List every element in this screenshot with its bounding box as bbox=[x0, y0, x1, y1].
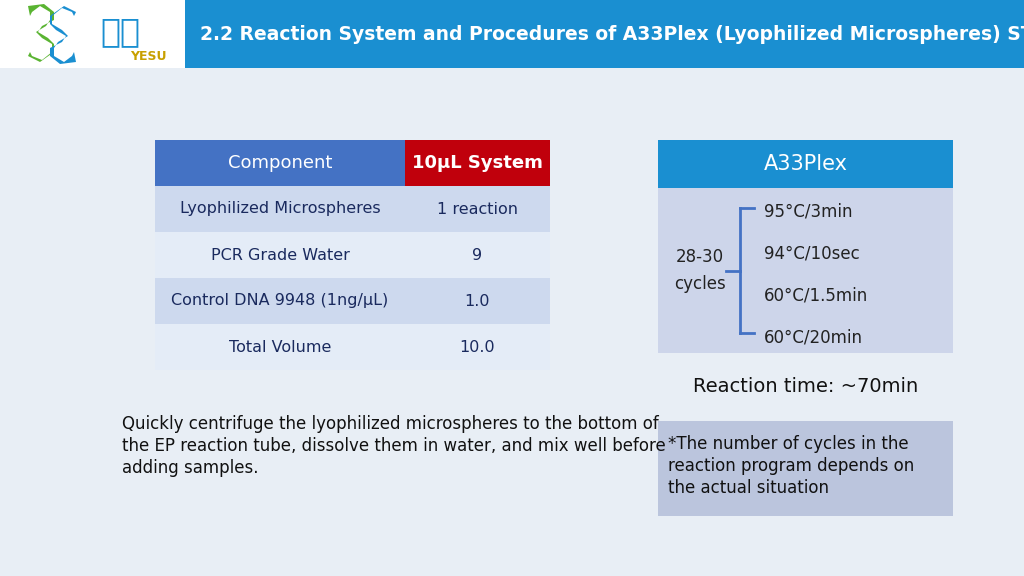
Text: 1.0: 1.0 bbox=[465, 294, 490, 309]
Polygon shape bbox=[28, 4, 54, 62]
Text: Reaction time: ~70min: Reaction time: ~70min bbox=[693, 377, 919, 396]
Text: 10μL System: 10μL System bbox=[412, 154, 543, 172]
Text: 28-30
cycles: 28-30 cycles bbox=[674, 248, 726, 293]
FancyBboxPatch shape bbox=[658, 421, 953, 516]
Text: 9: 9 bbox=[472, 248, 482, 263]
FancyBboxPatch shape bbox=[406, 186, 550, 232]
Text: Total Volume: Total Volume bbox=[228, 339, 331, 354]
Polygon shape bbox=[50, 6, 76, 64]
Text: Lyophilized Microspheres: Lyophilized Microspheres bbox=[179, 202, 380, 217]
Text: adding samples.: adding samples. bbox=[122, 459, 258, 477]
FancyBboxPatch shape bbox=[0, 0, 185, 68]
FancyBboxPatch shape bbox=[155, 140, 406, 186]
FancyBboxPatch shape bbox=[658, 188, 953, 353]
Text: 沿溯: 沿溯 bbox=[100, 16, 140, 48]
FancyBboxPatch shape bbox=[155, 186, 406, 232]
FancyBboxPatch shape bbox=[406, 278, 550, 324]
Text: 60°C/20min: 60°C/20min bbox=[764, 328, 863, 346]
Text: A33Plex: A33Plex bbox=[764, 154, 848, 174]
Text: the actual situation: the actual situation bbox=[668, 479, 829, 497]
Text: 2.2 Reaction System and Procedures of A33Plex (Lyophilized Microspheres) STR Det: 2.2 Reaction System and Procedures of A3… bbox=[200, 25, 1024, 44]
Text: 10.0: 10.0 bbox=[460, 339, 496, 354]
FancyBboxPatch shape bbox=[155, 278, 406, 324]
Text: Control DNA 9948 (1ng/μL): Control DNA 9948 (1ng/μL) bbox=[171, 294, 389, 309]
Text: 60°C/1.5min: 60°C/1.5min bbox=[764, 286, 868, 304]
FancyBboxPatch shape bbox=[406, 324, 550, 370]
Text: Quickly centrifuge the lyophilized microspheres to the bottom of: Quickly centrifuge the lyophilized micro… bbox=[122, 415, 658, 433]
Text: PCR Grade Water: PCR Grade Water bbox=[211, 248, 349, 263]
Text: 94°C/10sec: 94°C/10sec bbox=[764, 245, 860, 263]
Text: 1 reaction: 1 reaction bbox=[437, 202, 518, 217]
FancyBboxPatch shape bbox=[155, 324, 406, 370]
Text: *The number of cycles in the: *The number of cycles in the bbox=[668, 435, 908, 453]
Text: YESU: YESU bbox=[130, 51, 166, 63]
Text: 95°C/3min: 95°C/3min bbox=[764, 203, 853, 221]
FancyBboxPatch shape bbox=[658, 140, 953, 188]
Text: Component: Component bbox=[227, 154, 332, 172]
FancyBboxPatch shape bbox=[406, 232, 550, 278]
Text: reaction program depends on: reaction program depends on bbox=[668, 457, 914, 475]
FancyBboxPatch shape bbox=[658, 361, 953, 413]
FancyBboxPatch shape bbox=[406, 140, 550, 186]
Text: the EP reaction tube, dissolve them in water, and mix well before: the EP reaction tube, dissolve them in w… bbox=[122, 437, 666, 455]
FancyBboxPatch shape bbox=[0, 0, 1024, 68]
FancyBboxPatch shape bbox=[155, 232, 406, 278]
